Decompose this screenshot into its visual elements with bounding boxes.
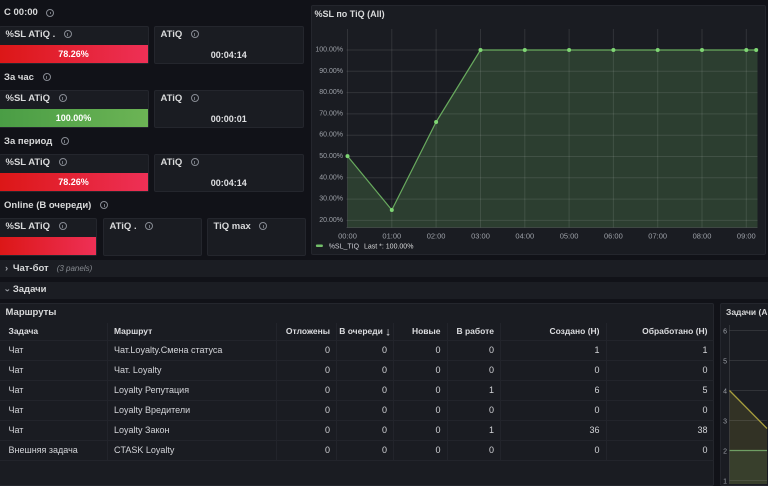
svg-text:80.00%: 80.00% bbox=[319, 89, 343, 96]
svg-text:00:00: 00:00 bbox=[338, 232, 357, 241]
svg-text:02:00: 02:00 bbox=[426, 232, 445, 241]
svg-text:60.00%: 60.00% bbox=[319, 132, 343, 139]
svg-text:30.00%: 30.00% bbox=[319, 196, 343, 203]
svg-text:01:00: 01:00 bbox=[382, 232, 401, 241]
svg-text:05:00: 05:00 bbox=[559, 232, 578, 241]
svg-text:03:00: 03:00 bbox=[471, 232, 490, 241]
svg-text:100.00%: 100.00% bbox=[315, 47, 343, 54]
svg-text:04:00: 04:00 bbox=[515, 232, 534, 241]
svg-text:50.00%: 50.00% bbox=[319, 153, 343, 160]
svg-text:3: 3 bbox=[723, 418, 727, 425]
svg-text:90.00%: 90.00% bbox=[319, 68, 343, 75]
svg-text:70.00%: 70.00% bbox=[319, 110, 343, 117]
svg-text:4: 4 bbox=[723, 388, 727, 395]
svg-text:6: 6 bbox=[723, 328, 727, 335]
svg-text:Last *: 100.00%: Last *: 100.00% bbox=[364, 244, 413, 251]
svg-text:2: 2 bbox=[723, 448, 727, 455]
svg-text:40.00%: 40.00% bbox=[319, 174, 343, 181]
svg-text:07:00: 07:00 bbox=[648, 232, 667, 241]
svg-text:08:00: 08:00 bbox=[692, 232, 711, 241]
svg-text:06:00: 06:00 bbox=[604, 232, 623, 241]
svg-text:1: 1 bbox=[723, 478, 727, 485]
svg-text:5: 5 bbox=[723, 358, 727, 365]
svg-text:%SL_TIQ: %SL_TIQ bbox=[328, 244, 359, 251]
svg-text:20.00%: 20.00% bbox=[319, 217, 343, 224]
svg-text:09:00: 09:00 bbox=[736, 232, 755, 241]
